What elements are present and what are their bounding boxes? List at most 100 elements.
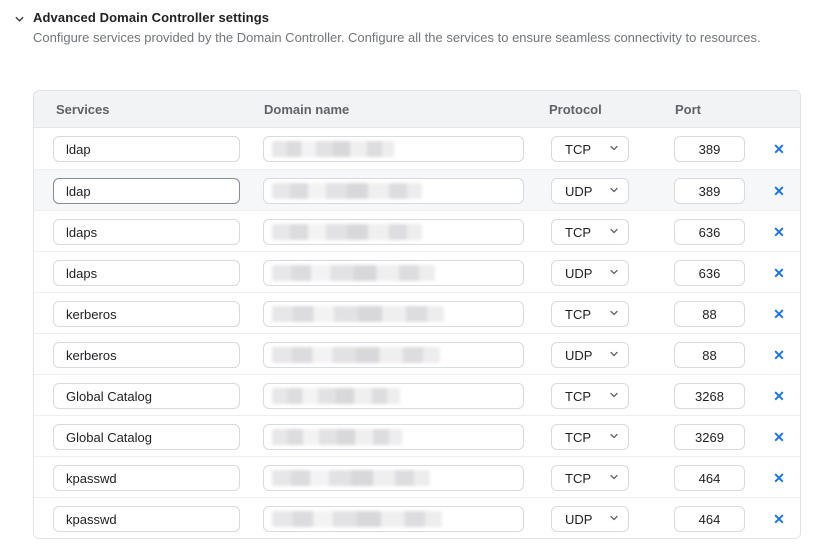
close-icon: ✕ — [773, 511, 785, 527]
table-row: UDP ✕ — [34, 251, 800, 292]
section-collapse-toggle[interactable] — [12, 12, 27, 27]
service-input[interactable] — [53, 383, 240, 409]
service-input[interactable] — [53, 506, 240, 532]
service-input[interactable] — [53, 301, 240, 327]
protocol-select-value: TCP — [565, 306, 591, 322]
protocol-select[interactable]: TCP — [551, 465, 629, 491]
domain-name-input[interactable] — [263, 424, 524, 450]
close-icon: ✕ — [773, 141, 785, 157]
domain-name-input[interactable] — [263, 383, 524, 409]
port-input[interactable] — [674, 219, 745, 245]
protocol-select[interactable]: UDP — [551, 178, 629, 204]
delete-row-button[interactable]: ✕ — [767, 179, 791, 203]
redacted-domain-value — [272, 347, 440, 363]
chevron-down-icon — [609, 223, 619, 241]
section-description: Configure services provided by the Domai… — [33, 30, 761, 45]
table-header-row: Services Domain name Protocol Port — [34, 91, 800, 128]
table-row: TCP ✕ — [34, 374, 800, 415]
service-input[interactable] — [53, 136, 240, 162]
close-icon: ✕ — [773, 470, 785, 486]
close-icon: ✕ — [773, 306, 785, 322]
table-row: TCP ✕ — [34, 456, 800, 497]
table-row: UDP ✕ — [34, 497, 800, 538]
redacted-domain-value — [272, 224, 422, 240]
column-header-protocol: Protocol — [549, 102, 602, 117]
protocol-select[interactable]: UDP — [551, 506, 629, 532]
protocol-select[interactable]: TCP — [551, 424, 629, 450]
close-icon: ✕ — [773, 224, 785, 240]
protocol-select-value: UDP — [565, 183, 593, 199]
protocol-select-value: UDP — [565, 347, 593, 363]
domain-name-input[interactable] — [263, 219, 524, 245]
port-input[interactable] — [674, 301, 745, 327]
delete-row-button[interactable]: ✕ — [767, 425, 791, 449]
chevron-down-icon — [609, 140, 619, 158]
delete-row-button[interactable]: ✕ — [767, 302, 791, 326]
close-icon: ✕ — [773, 183, 785, 199]
close-icon: ✕ — [773, 429, 785, 445]
protocol-select[interactable]: TCP — [551, 383, 629, 409]
delete-row-button[interactable]: ✕ — [767, 137, 791, 161]
port-input[interactable] — [674, 342, 745, 368]
service-input[interactable] — [53, 465, 240, 491]
protocol-select-value: UDP — [565, 265, 593, 281]
chevron-down-icon — [609, 469, 619, 487]
redacted-domain-value — [272, 388, 400, 404]
protocol-select[interactable]: TCP — [551, 136, 629, 162]
redacted-domain-value — [272, 265, 435, 281]
protocol-select[interactable]: TCP — [551, 219, 629, 245]
protocol-select[interactable]: TCP — [551, 301, 629, 327]
redacted-domain-value — [272, 470, 430, 486]
chevron-down-icon — [609, 264, 619, 282]
service-input[interactable] — [53, 219, 240, 245]
domain-name-input[interactable] — [263, 342, 524, 368]
port-input[interactable] — [674, 506, 745, 532]
port-input[interactable] — [674, 465, 745, 491]
service-input[interactable] — [53, 342, 240, 368]
delete-row-button[interactable]: ✕ — [767, 261, 791, 285]
delete-row-button[interactable]: ✕ — [767, 343, 791, 367]
service-input[interactable] — [53, 424, 240, 450]
port-input[interactable] — [674, 383, 745, 409]
section-title: Advanced Domain Controller settings — [33, 10, 270, 25]
delete-row-button[interactable]: ✕ — [767, 466, 791, 490]
service-input[interactable] — [53, 178, 240, 204]
table-row: TCP ✕ — [34, 292, 800, 333]
close-icon: ✕ — [773, 347, 785, 363]
protocol-select[interactable]: UDP — [551, 342, 629, 368]
chevron-down-icon — [609, 182, 619, 200]
protocol-select-value: TCP — [565, 141, 591, 157]
port-input[interactable] — [674, 260, 745, 286]
table-row: TCP ✕ — [34, 210, 800, 251]
close-icon: ✕ — [773, 388, 785, 404]
redacted-domain-value — [272, 511, 442, 527]
port-input[interactable] — [674, 178, 745, 204]
domain-name-input[interactable] — [263, 178, 524, 204]
table-rows: TCP ✕ UDP ✕ TCP — [34, 128, 800, 538]
port-input[interactable] — [674, 136, 745, 162]
protocol-select[interactable]: UDP — [551, 260, 629, 286]
delete-row-button[interactable]: ✕ — [767, 220, 791, 244]
table-row: UDP ✕ — [34, 333, 800, 374]
column-header-services: Services — [56, 102, 110, 117]
service-input[interactable] — [53, 260, 240, 286]
port-input[interactable] — [674, 424, 745, 450]
delete-row-button[interactable]: ✕ — [767, 507, 791, 531]
services-table: Services Domain name Protocol Port TCP ✕… — [33, 90, 801, 539]
table-row: TCP ✕ — [34, 415, 800, 456]
chevron-down-icon — [609, 305, 619, 323]
domain-name-input[interactable] — [263, 465, 524, 491]
redacted-domain-value — [272, 429, 402, 445]
table-row: TCP ✕ — [34, 128, 800, 169]
protocol-select-value: TCP — [565, 388, 591, 404]
domain-name-input[interactable] — [263, 506, 524, 532]
domain-name-input[interactable] — [263, 301, 524, 327]
domain-name-input[interactable] — [263, 260, 524, 286]
protocol-select-value: UDP — [565, 511, 593, 527]
delete-row-button[interactable]: ✕ — [767, 384, 791, 408]
chevron-down-icon — [609, 387, 619, 405]
chevron-down-icon — [14, 14, 25, 25]
column-header-domain-name: Domain name — [264, 102, 350, 117]
domain-name-input[interactable] — [263, 136, 524, 162]
